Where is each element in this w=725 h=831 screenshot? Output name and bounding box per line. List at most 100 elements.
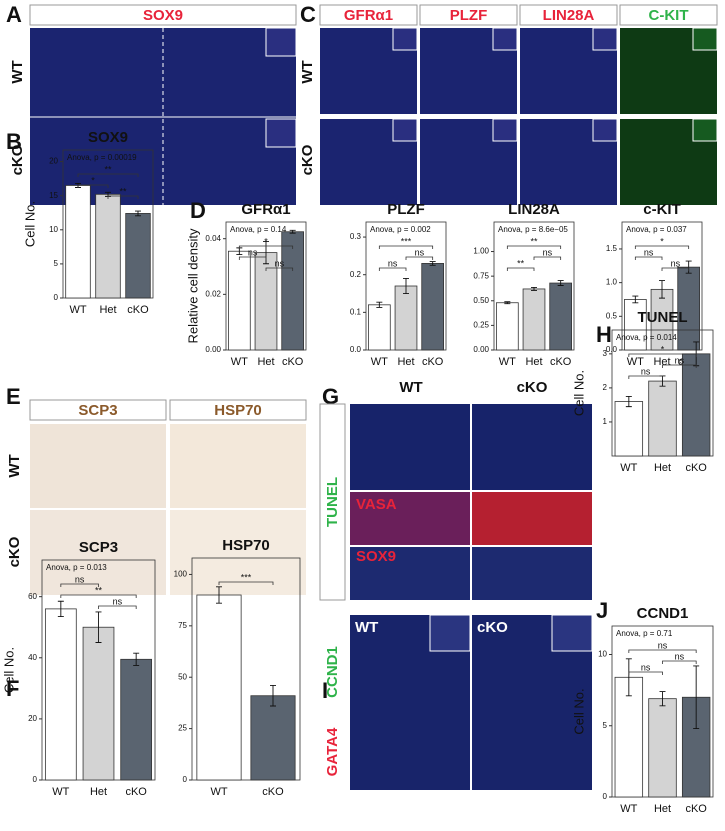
- group-label: WT: [355, 619, 378, 636]
- x-tick-label: WT: [620, 803, 637, 815]
- side-label: GATA4: [324, 727, 341, 776]
- row-label: cKO: [9, 144, 26, 175]
- side-label: TUNEL: [324, 477, 341, 527]
- significance-label: *: [660, 236, 664, 246]
- bar: [250, 695, 296, 781]
- error-bar: [429, 261, 436, 266]
- significance-bracket: [378, 267, 407, 271]
- significance-bracket: [506, 267, 535, 271]
- bar: [495, 302, 519, 351]
- x-tick-label: cKO: [127, 304, 149, 316]
- micrograph: [350, 404, 470, 490]
- row-label: cKO: [6, 536, 23, 567]
- anova-label: Anova, p = 0.037: [626, 225, 687, 234]
- y-axis-label: Relative cell density: [185, 228, 200, 343]
- header: SOX9: [143, 7, 183, 24]
- y-tick-label: 0: [183, 775, 188, 784]
- chart-title: PLZF: [387, 201, 425, 218]
- stain-label: VASA: [356, 496, 397, 513]
- error-bar: [270, 684, 276, 707]
- header-box: [419, 4, 518, 26]
- x-tick-label: Het: [653, 356, 670, 368]
- inset: [392, 118, 418, 142]
- header-box: [29, 399, 167, 421]
- x-tick-label: Het: [397, 356, 414, 368]
- header: HSP70: [214, 402, 262, 419]
- anova-label: Anova, p = 8.6e−05: [498, 225, 568, 234]
- header: LIN28A: [543, 7, 595, 24]
- significance-bracket: [628, 353, 697, 357]
- y-tick-label: 0.5: [606, 311, 618, 320]
- chart-title: HSP70: [222, 537, 270, 554]
- significance-bracket: [98, 605, 137, 609]
- panel-letter: I: [322, 678, 328, 703]
- significance-bracket: [238, 256, 267, 260]
- x-tick-label: cKO: [262, 786, 284, 798]
- significance-label: ns: [275, 258, 285, 268]
- error-bar: [216, 586, 222, 604]
- micrograph: [350, 492, 470, 545]
- x-tick-label: WT: [627, 356, 644, 368]
- significance-label: ***: [241, 572, 252, 582]
- y-tick-label: 0: [54, 293, 59, 302]
- bar: [227, 250, 251, 351]
- x-tick-label: WT: [52, 786, 69, 798]
- x-tick-label: cKO: [422, 356, 444, 368]
- header-box: [519, 4, 618, 26]
- bar: [95, 193, 121, 299]
- anova-label: Anova, p = 0.014: [616, 333, 677, 342]
- anova-label: Anova, p = 0.013: [46, 563, 107, 572]
- x-tick-label: Het: [654, 803, 671, 815]
- inset: [265, 118, 297, 148]
- inset: [692, 118, 718, 142]
- stain-label: SOX9: [356, 548, 396, 565]
- bar: [614, 676, 644, 798]
- bar: [196, 594, 242, 781]
- column-label: cKO: [517, 379, 548, 396]
- x-tick-label: Het: [257, 356, 274, 368]
- micrograph: [350, 547, 470, 600]
- significance-label: *: [661, 344, 665, 354]
- y-tick-label: 0.04: [205, 234, 221, 243]
- significance-bracket: [77, 173, 139, 177]
- significance-label: ns: [641, 662, 651, 672]
- x-tick-label: cKO: [282, 356, 304, 368]
- significance-bracket: [107, 195, 139, 199]
- y-tick-label: 0: [33, 775, 38, 784]
- anova-label: Anova, p = 0.002: [370, 225, 431, 234]
- panel-letter: G: [322, 384, 339, 409]
- significance-bracket: [628, 671, 663, 675]
- inset: [592, 27, 618, 51]
- chart-title: c-KIT: [643, 201, 681, 218]
- y-tick-label: 0.25: [473, 320, 489, 329]
- anova-label: Anova, p = 0.00019: [67, 153, 137, 162]
- error-bar: [659, 280, 665, 299]
- x-tick-label: Het: [525, 356, 542, 368]
- bar: [65, 185, 91, 299]
- inset: [592, 118, 618, 142]
- x-tick-label: WT: [499, 356, 516, 368]
- error-bar: [403, 278, 409, 294]
- significance-label: ns: [671, 258, 681, 268]
- x-tick-label: Het: [654, 462, 671, 474]
- panel-letter: J: [596, 598, 608, 623]
- header: GFRα1: [344, 7, 393, 24]
- significance-bracket: [405, 256, 434, 260]
- y-tick-label: 75: [178, 621, 187, 630]
- y-tick-label: 0.1: [350, 307, 362, 316]
- y-tick-label: 0: [603, 792, 608, 801]
- anova-label: Anova, p = 0.14: [230, 225, 287, 234]
- y-tick-label: 40: [28, 653, 37, 662]
- inset: [551, 614, 593, 652]
- significance-bracket: [218, 581, 274, 585]
- x-tick-label: cKO: [685, 462, 707, 474]
- y-tick-label: 100: [174, 570, 188, 579]
- y-tick-label: 50: [178, 672, 187, 681]
- significance-bracket: [265, 267, 294, 271]
- chart-title: SCP3: [79, 539, 118, 556]
- y-tick-label: 0.75: [473, 271, 489, 280]
- x-tick-label: Het: [99, 304, 116, 316]
- y-tick-label: 1.00: [473, 247, 489, 256]
- chart-title: SOX9: [88, 129, 128, 146]
